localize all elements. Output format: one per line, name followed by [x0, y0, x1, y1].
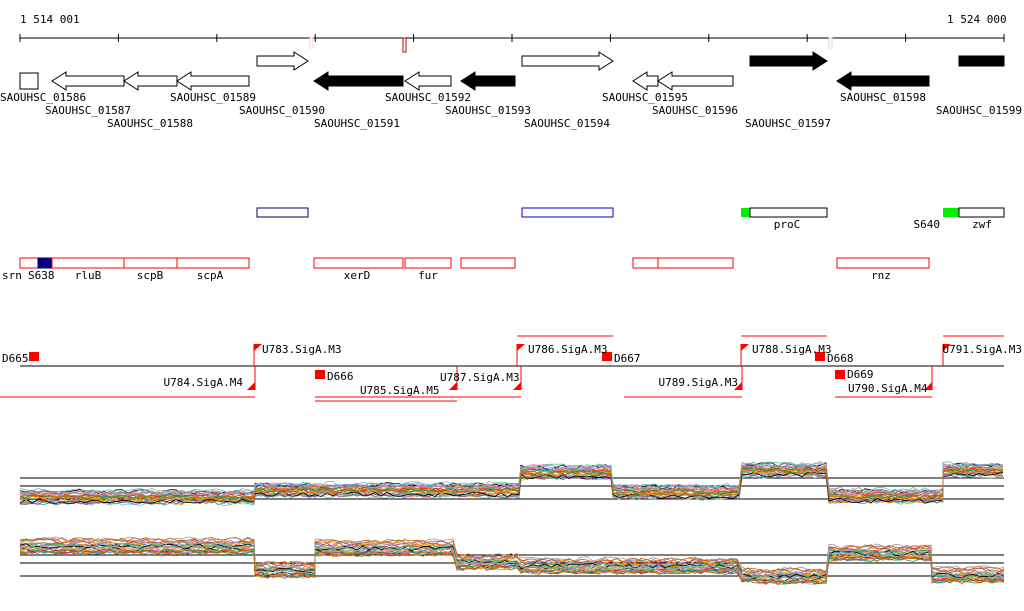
terminator-mark [29, 352, 39, 361]
terminator-mark [835, 370, 845, 379]
expression-line [19, 549, 1005, 586]
gene-arrow [749, 51, 828, 71]
gene-arrow [51, 71, 125, 91]
feature-label[interactable]: S638 [28, 269, 55, 282]
gene-arrow [521, 51, 614, 71]
gene-label[interactable]: SAOUHSC_01589 [169, 91, 257, 104]
gene-arrow [958, 55, 1005, 67]
expression-line [19, 468, 1004, 501]
feature-label[interactable]: rnz [871, 269, 891, 282]
feature-label[interactable]: srn [2, 269, 22, 282]
promoter-flag [741, 344, 749, 351]
gene-arrow [836, 71, 930, 91]
expression-line [19, 540, 1005, 576]
terminator-mark [815, 352, 825, 361]
regulatory-label[interactable]: U785.SigA.M5 [360, 384, 440, 397]
marker [402, 37, 407, 53]
gene-label[interactable]: SAOUHSC_01599 [935, 104, 1022, 117]
gene-label[interactable]: SAOUHSC_01596 [651, 104, 739, 117]
promoter-flag [943, 344, 951, 351]
gene-label[interactable]: SAOUHSC_01586 [0, 91, 87, 104]
ruler-end-label: 1 524 000 [947, 13, 1007, 26]
gene-label[interactable]: SAOUHSC_01598 [839, 91, 927, 104]
feature-box [313, 257, 404, 269]
feature-label[interactable]: fur [418, 269, 438, 282]
regulatory-label[interactable]: U791.SigA.M3 [942, 343, 1022, 356]
feature-box [657, 257, 734, 269]
gene-arrow [313, 71, 404, 91]
regulatory-label[interactable]: U789.SigA.M3 [658, 376, 738, 389]
feature-box [19, 257, 39, 269]
regulatory-label[interactable]: U784.SigA.M4 [163, 376, 243, 389]
promoter-flag [449, 382, 457, 390]
gene-label[interactable]: SAOUHSC_01592 [384, 91, 472, 104]
feature-box [37, 257, 53, 269]
gene-label[interactable]: SAOUHSC_01591 [313, 117, 401, 130]
feature-box [460, 257, 516, 269]
feature-label[interactable]: S640 [913, 218, 941, 231]
gene-arrow [123, 71, 178, 91]
feature-label[interactable]: scpB [136, 269, 164, 282]
ruler-start-label: 1 514 001 [20, 13, 80, 26]
feature-box [749, 207, 828, 218]
regulatory-label[interactable]: U783.SigA.M3 [262, 343, 342, 356]
feature-label[interactable]: xerD [343, 269, 371, 282]
promoter-flag [513, 382, 521, 390]
expression-line [19, 462, 1004, 496]
feature-box [521, 207, 614, 218]
promoter-flag [517, 344, 525, 351]
gene-arrow [256, 51, 309, 71]
gene-label[interactable]: SAOUHSC_01593 [444, 104, 532, 117]
regulatory-label[interactable]: U790.SigA.M4 [848, 382, 928, 395]
feature-box [741, 208, 750, 217]
promoter-flag [247, 382, 255, 390]
regulatory-label[interactable]: D666 [327, 370, 354, 383]
feature-label[interactable]: rluB [74, 269, 102, 282]
feature-box [943, 208, 959, 217]
gene-arrow [460, 71, 516, 91]
regulatory-label[interactable]: D669 [847, 368, 874, 381]
feature-box [256, 207, 309, 218]
gene-label[interactable]: SAOUHSC_01594 [523, 117, 611, 130]
gene-label[interactable]: SAOUHSC_01588 [106, 117, 194, 130]
feature-box [404, 257, 452, 269]
gene-arrow [176, 71, 250, 91]
feature-label[interactable]: proC [773, 218, 801, 231]
feature-box [632, 257, 659, 269]
expression-line [19, 540, 1005, 577]
promoter-flag [924, 382, 932, 390]
terminator-mark [602, 352, 612, 361]
expression-line [19, 536, 1005, 573]
promoter-flag [254, 344, 262, 351]
regulatory-label[interactable]: D665 [2, 352, 29, 365]
feature-box [51, 257, 125, 269]
regulatory-label[interactable]: D668 [827, 352, 854, 365]
gene-label[interactable]: SAOUHSC_01590 [238, 104, 326, 117]
regulatory-label[interactable]: U786.SigA.M3 [528, 343, 608, 356]
terminator-mark [315, 370, 325, 379]
gene-arrow [404, 71, 452, 91]
regulatory-label[interactable]: D667 [614, 352, 641, 365]
gene-label[interactable]: SAOUHSC_01597 [744, 117, 832, 130]
marker [828, 37, 833, 49]
feature-box [123, 257, 178, 269]
marker [309, 37, 314, 49]
gene-label[interactable]: SAOUHSC_01595 [601, 91, 689, 104]
regulatory-label[interactable]: U787.SigA.M3 [440, 371, 520, 384]
gene-arrow [657, 71, 734, 91]
gene-label[interactable]: SAOUHSC_01587 [44, 104, 132, 117]
feature-box [958, 207, 1005, 218]
feature-label[interactable]: scpA [196, 269, 224, 282]
feature-box [836, 257, 930, 269]
promoter-flag [734, 382, 742, 390]
feature-label[interactable]: zwf [972, 218, 992, 231]
gene-arrow [19, 72, 39, 90]
expression-line [19, 544, 1005, 581]
gene-arrow [632, 71, 659, 91]
feature-box [176, 257, 250, 269]
regulatory-label[interactable]: U788.SigA.M3 [752, 343, 832, 356]
